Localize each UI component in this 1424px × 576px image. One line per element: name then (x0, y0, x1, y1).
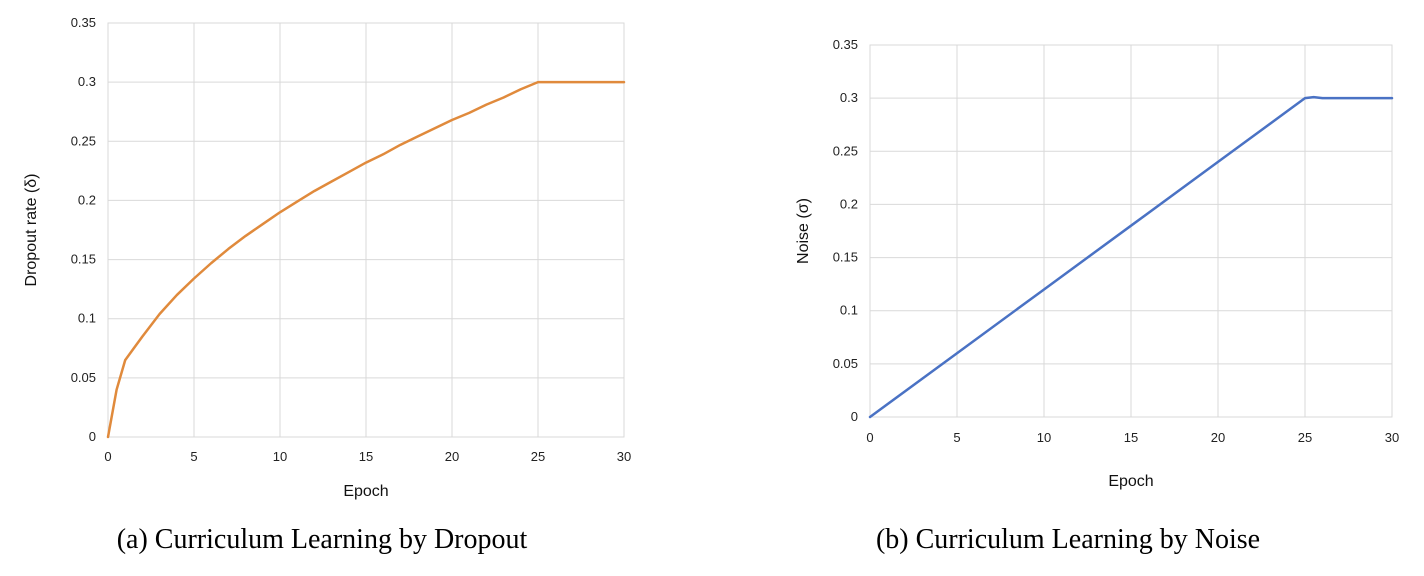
y-tick-label: 0.1 (78, 311, 96, 326)
y-tick-label: 0.2 (78, 192, 96, 207)
y-tick-label: 0.15 (833, 250, 858, 265)
x-tick-label: 15 (359, 449, 373, 464)
y-tick-label: 0.3 (78, 74, 96, 89)
x-tick-label: 5 (190, 449, 197, 464)
x-tick-label: 15 (1124, 430, 1138, 445)
y-tick-label: 0.25 (71, 133, 96, 148)
y-tick-label: 0 (851, 409, 858, 424)
x-axis-title: Epoch (343, 483, 388, 500)
y-tick-label: 0.15 (71, 252, 96, 267)
x-tick-label: 0 (104, 449, 111, 464)
y-axis-title: Noise (σ) (795, 198, 812, 264)
series-line (868, 95, 1394, 419)
y-tick-label: 0.35 (71, 15, 96, 30)
x-tick-label: 0 (866, 430, 873, 445)
x-tick-label: 25 (1298, 430, 1312, 445)
plot-area-frame (869, 44, 1393, 418)
y-tick-label: 0.1 (840, 303, 858, 318)
x-axis-title: Epoch (1108, 473, 1153, 490)
chart-panel-noise: 0 0.05 0.1 0.15 0.2 0.25 0.3 0.35 0 5 10 15 20 25 30 Ep… (712, 0, 1424, 576)
chart-panel-dropout: 0 0.05 0.1 0.15 0.2 0.25 0.3 0.35 0 5 10 15 20 25 30 Ep… (23, 15, 631, 500)
series-line (106, 80, 626, 439)
x-tick-label: 5 (953, 430, 960, 445)
x-tick-label: 30 (1385, 430, 1399, 445)
plot-area-frame (107, 22, 625, 438)
caption-noise: (b) Curriculum Learning by Noise (875, 524, 1261, 555)
y-tick-label: 0.25 (833, 143, 858, 158)
y-tick-label: 0.05 (833, 356, 858, 371)
y-tick-label: 0.3 (840, 90, 858, 105)
caption-dropout: (a) Curriculum Learning by Dropout (116, 524, 528, 555)
x-tick-label: 20 (445, 449, 459, 464)
x-tick-label: 25 (531, 449, 545, 464)
dropout-chart: 0 0.05 0.1 0.15 0.2 0.25 0.3 0.35 0 5 10 15 20 25 30 Ep… (23, 15, 631, 500)
y-tick-label: 0.2 (840, 196, 858, 211)
x-tick-label: 30 (617, 449, 631, 464)
noise-chart: 0 0.05 0.1 0.15 0.2 0.25 0.3 0.35 0 5 10 15 20 25 30 Ep… (795, 37, 1399, 490)
y-tick-label: 0.05 (71, 370, 96, 385)
y-tick-label: 0.35 (833, 37, 858, 52)
x-tick-label: 20 (1211, 430, 1225, 445)
x-tick-label: 10 (273, 449, 287, 464)
x-tick-label: 10 (1037, 430, 1051, 445)
y-axis-title: Dropout rate (δ) (23, 174, 40, 287)
y-tick-label: 0 (89, 429, 96, 444)
